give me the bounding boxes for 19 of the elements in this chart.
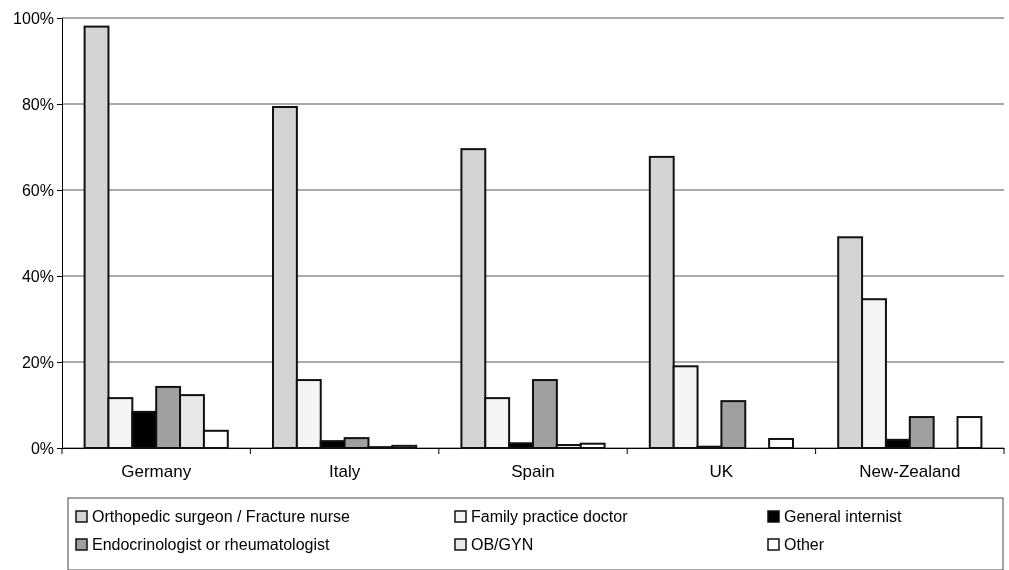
legend-label: Family practice doctor	[471, 508, 629, 525]
y-tick-label: 60%	[21, 181, 54, 199]
x-tick-label: Spain	[511, 461, 555, 481]
legend-label: General internist	[784, 508, 902, 525]
y-tick-label: 80%	[21, 95, 54, 113]
legend-label: Other	[784, 536, 825, 553]
x-tick-label: UK	[709, 461, 734, 481]
x-tick-label: New-Zealand	[859, 461, 961, 481]
legend-label: Endocrinologist or rheumatologist	[92, 536, 331, 553]
y-tick-label: 0%	[30, 439, 54, 457]
x-tick-label: Italy	[329, 461, 361, 481]
x-tick-label: Germany	[121, 461, 192, 481]
y-tick-label: 40%	[21, 267, 54, 285]
y-tick-label: 100%	[13, 9, 54, 27]
legend-label: Orthopedic surgeon / Fracture nurse	[92, 508, 351, 525]
legend-label: OB/GYN	[471, 536, 534, 553]
bar	[768, 437, 794, 449]
bar	[956, 416, 983, 449]
y-tick-label: 20%	[21, 353, 54, 371]
